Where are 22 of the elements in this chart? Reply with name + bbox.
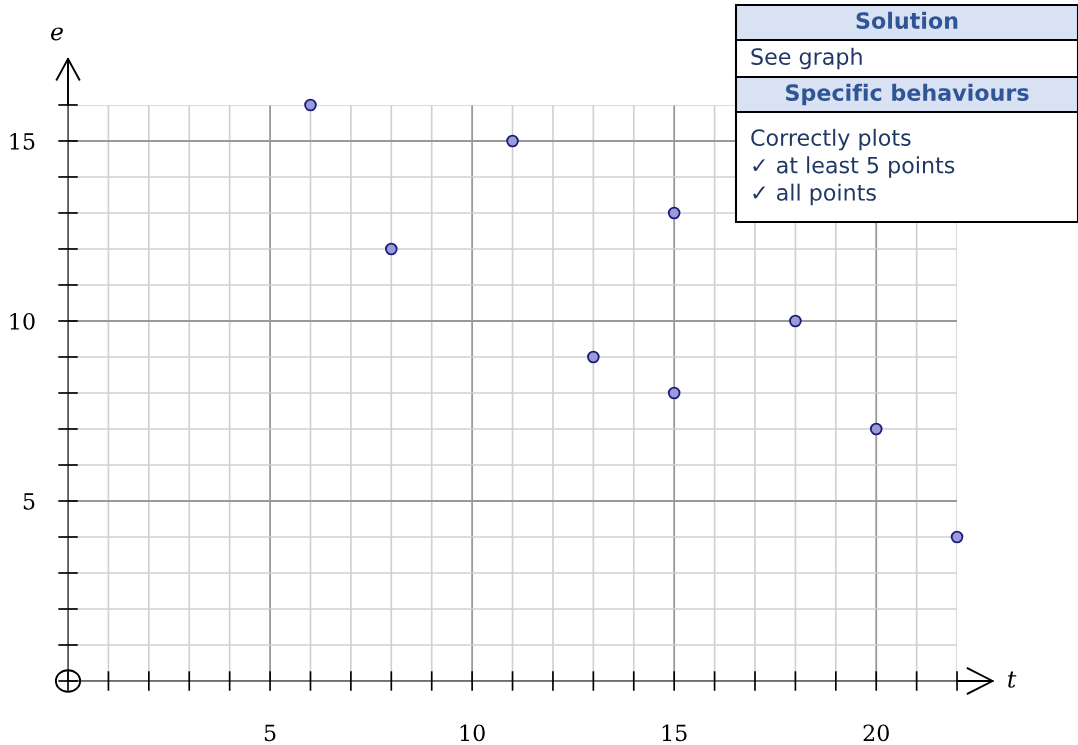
y-tick-label: 10	[10, 312, 35, 330]
y-axis-title: e	[51, 27, 63, 41]
text: Solution	[856, 11, 958, 29]
x-tick-label: 20	[863, 724, 889, 742]
annotation: Correctly plots ✓ at least 5 points ✓ all points	[751, 128, 955, 206]
text: See graph	[751, 47, 862, 70]
point	[385, 242, 398, 256]
x-tick-label: 5	[264, 724, 276, 742]
x-tick-label: 15	[662, 724, 687, 742]
point	[869, 422, 883, 436]
point	[304, 98, 317, 112]
x-axis-title: t	[1008, 671, 1017, 688]
point	[667, 206, 681, 220]
point	[667, 386, 681, 400]
point	[789, 314, 802, 328]
y-tick-label: 15	[10, 132, 35, 150]
point	[950, 530, 964, 544]
y-tick-label: 5	[23, 493, 35, 510]
point	[506, 134, 519, 148]
point	[587, 350, 600, 364]
annotation: Specific behaviours	[786, 83, 1029, 106]
x-tick-label: 10	[460, 724, 485, 742]
